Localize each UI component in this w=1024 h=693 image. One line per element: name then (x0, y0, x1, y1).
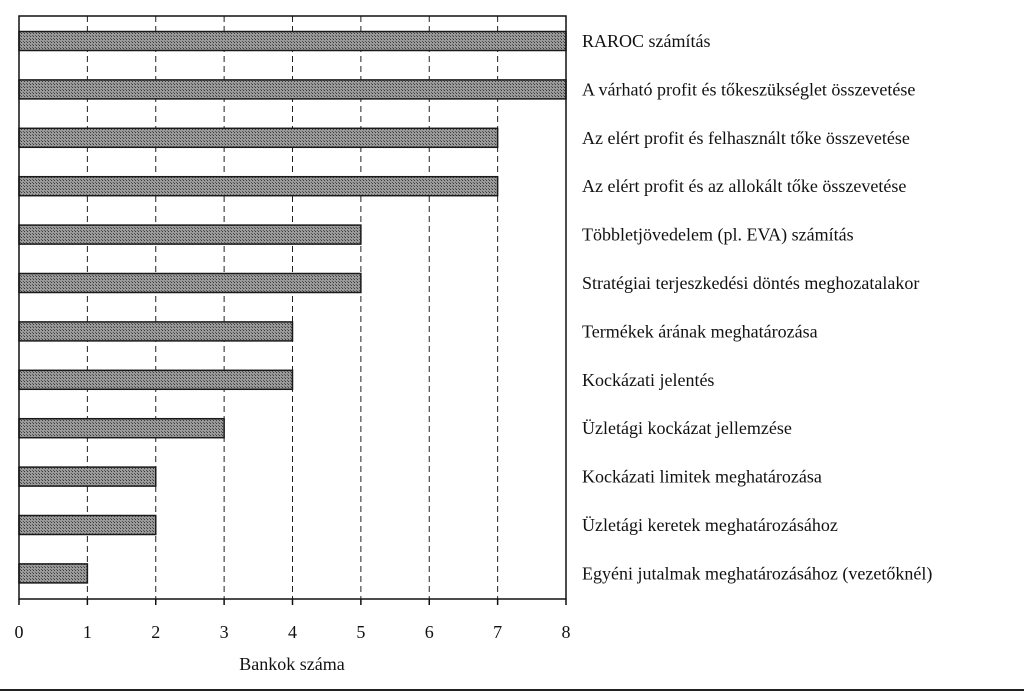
gridlines (86, 16, 499, 599)
x-tick-label: 3 (220, 622, 229, 642)
bar (18, 30, 567, 52)
bar (18, 127, 499, 149)
bar (18, 369, 294, 391)
bar (18, 224, 362, 245)
category-labels: RAROC számítás A várható profit és tőkesz… (582, 31, 932, 584)
category-label: Stratégiai terjeszkedési döntés meghozat… (582, 273, 919, 293)
category-label: Egyéni jutalmak meghatározásához (vezető… (582, 563, 932, 584)
x-tick-label: 7 (493, 622, 502, 642)
x-tick-label: 5 (356, 622, 365, 642)
x-axis-title: Bankok száma (239, 654, 344, 674)
x-tick-label: 8 (562, 622, 571, 642)
category-label: Kockázati limitek meghatározása (582, 467, 822, 487)
bar (18, 272, 362, 294)
bars (18, 30, 567, 584)
bar (18, 514, 157, 536)
x-tick-label: 4 (288, 622, 297, 642)
bar (18, 175, 499, 197)
x-tick-label: 2 (151, 622, 160, 642)
category-label: Üzletági kockázat jellemzése (582, 418, 792, 438)
category-label: RAROC számítás (582, 31, 711, 51)
category-label: Többletjövedelem (pl. EVA) számítás (582, 225, 854, 246)
bar (18, 466, 157, 487)
category-label: Az elért profit és az allokált tőke össz… (582, 176, 906, 196)
category-label: Az elért profit és felhasznált tőke össz… (582, 128, 910, 148)
category-label: Üzletági keretek meghatározásához (582, 515, 838, 535)
category-label: Kockázati jelentés (582, 370, 714, 390)
x-tick-label: 0 (15, 622, 24, 642)
category-label: A várható profit és tőkeszükséglet össze… (582, 79, 915, 99)
x-tick-label: 1 (83, 622, 92, 642)
bar (18, 417, 225, 439)
bar (18, 79, 567, 100)
bar (18, 563, 89, 584)
category-label: Termékek árának meghatározása (582, 321, 818, 341)
bar (18, 321, 294, 342)
x-axis-ticks: 0 1 2 3 4 5 6 7 8 (15, 599, 571, 642)
x-tick-label: 6 (425, 622, 434, 642)
